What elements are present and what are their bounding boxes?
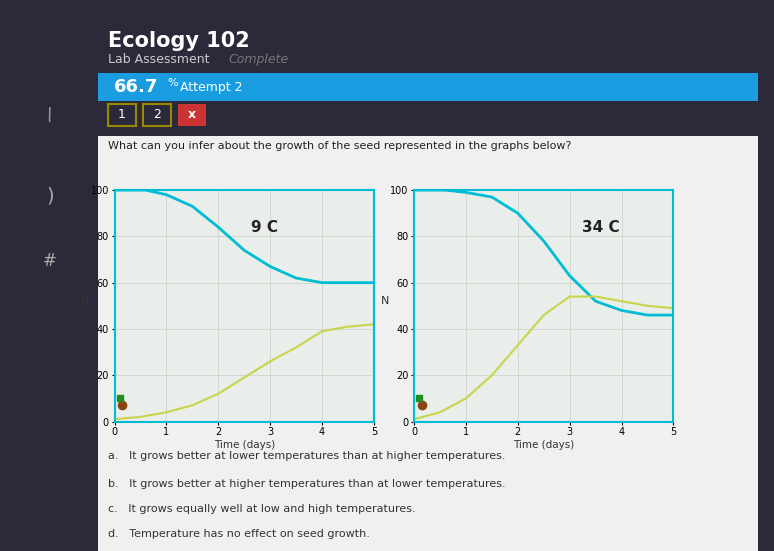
Text: x: x xyxy=(188,109,196,122)
Text: ): ) xyxy=(46,186,54,206)
Text: 2: 2 xyxy=(153,109,161,122)
Text: 1: 1 xyxy=(118,109,126,122)
Text: Complete: Complete xyxy=(228,53,288,66)
Text: d.   Temperature has no effect on seed growth.: d. Temperature has no effect on seed gro… xyxy=(108,529,370,539)
Text: Lab Assessment: Lab Assessment xyxy=(108,53,210,66)
Text: Attempt 2: Attempt 2 xyxy=(180,80,242,94)
Bar xyxy=(98,136,758,551)
Bar xyxy=(98,73,758,101)
Text: %: % xyxy=(167,78,177,88)
Bar xyxy=(143,104,171,126)
Text: What can you infer about the growth of the seed represented in the graphs below?: What can you infer about the growth of t… xyxy=(108,141,571,151)
Text: a.   It grows better at lower temperatures than at higher temperatures.: a. It grows better at lower temperatures… xyxy=(108,451,505,461)
X-axis label: Time (days): Time (days) xyxy=(214,440,275,450)
Text: #: # xyxy=(43,252,57,270)
Text: c.   It grows equally well at low and high temperatures.: c. It grows equally well at low and high… xyxy=(108,504,416,514)
Text: b.   It grows better at higher temperatures than at lower temperatures.: b. It grows better at higher temperature… xyxy=(108,479,505,489)
Text: 9 C: 9 C xyxy=(252,220,279,235)
Y-axis label: N: N xyxy=(380,296,389,306)
Text: Ecology 102: Ecology 102 xyxy=(108,31,250,51)
X-axis label: Time (days): Time (days) xyxy=(513,440,574,450)
Text: /: / xyxy=(45,106,55,125)
Y-axis label: N: N xyxy=(80,296,89,306)
Bar xyxy=(178,104,206,126)
Bar xyxy=(108,104,136,126)
Text: 66.7: 66.7 xyxy=(114,78,159,96)
Text: 34 C: 34 C xyxy=(582,220,620,235)
